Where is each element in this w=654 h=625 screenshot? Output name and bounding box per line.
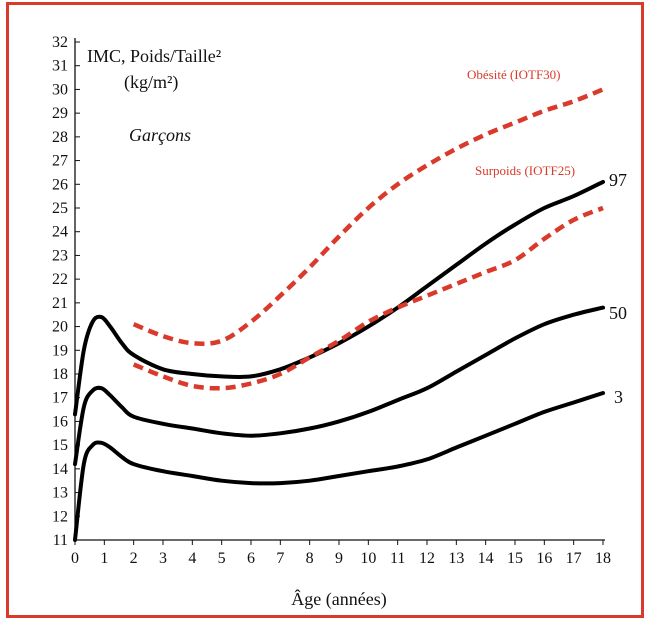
- series-line-97: [73, 179, 605, 417]
- axes: [74, 38, 605, 541]
- percentile-3-label: 3: [614, 387, 623, 407]
- y-tick-label: 27: [52, 153, 68, 170]
- y-tick-label: 31: [52, 58, 68, 75]
- x-tick-label: 5: [218, 550, 226, 567]
- chart-subtitle: Garçons: [129, 125, 191, 145]
- x-tick-label: 6: [247, 550, 255, 567]
- y-tick-label: 30: [52, 81, 68, 98]
- percentile-50-label: 50: [609, 303, 627, 323]
- x-tick-label: 9: [335, 550, 343, 567]
- x-tick-label: 12: [419, 550, 435, 567]
- surpoids-label: Surpoids (IOTF25): [475, 163, 575, 178]
- x-tick-label: 2: [130, 550, 138, 567]
- y-tick-label: 26: [52, 176, 68, 193]
- x-axis-title: Âge (années): [291, 588, 386, 610]
- y-tick-label: 17: [52, 390, 68, 407]
- x-tick-label: 11: [390, 550, 405, 567]
- y-tick-label: 13: [52, 485, 68, 502]
- series-line-3: [73, 391, 605, 542]
- y-tick-label: 15: [52, 437, 68, 454]
- curves: [73, 87, 605, 542]
- x-tick-label: 16: [536, 550, 552, 567]
- y-tick-label: 12: [52, 508, 68, 525]
- y-tick-label: 18: [52, 366, 68, 383]
- y-tick-label: 20: [52, 319, 68, 336]
- x-tick-label: 17: [566, 550, 582, 567]
- y-tick-label: 14: [52, 461, 68, 478]
- y-tick-label: 11: [53, 532, 68, 549]
- series-line-50: [73, 305, 605, 467]
- chart-frame: 11 12 13 14 15 16 17 18 19 20 21 22 23 24 25 26 27 28 29 30…: [6, 2, 644, 618]
- x-tick-label: 3: [159, 550, 167, 567]
- series-line-ob-sit-iotf30: [132, 87, 604, 346]
- x-tick-label: 4: [188, 550, 196, 567]
- y-tick-label: 32: [52, 34, 68, 51]
- chart-units: (kg/m²): [124, 72, 178, 93]
- x-tick-label: 14: [478, 550, 494, 567]
- y-tick-label: 28: [52, 129, 68, 146]
- bmi-growth-chart: 1112131415161718192021222324252627282930…: [52, 34, 627, 610]
- y-tick-label: 24: [52, 224, 68, 241]
- percentile-97-label: 97: [609, 170, 627, 190]
- y-tick-label: 22: [52, 271, 68, 288]
- x-tick-label: 1: [100, 550, 108, 567]
- x-tick-label: 0: [71, 550, 79, 567]
- x-tick-label: 13: [448, 550, 464, 567]
- y-tick-label: 19: [52, 342, 68, 359]
- x-tick-label: 10: [360, 550, 376, 567]
- x-tick-label: 15: [507, 550, 523, 567]
- ticks: 1112131415161718192021222324252627282930…: [52, 34, 611, 567]
- y-tick-label: 29: [52, 105, 68, 122]
- x-tick-label: 7: [276, 550, 284, 567]
- y-tick-label: 25: [52, 200, 68, 217]
- y-tick-label: 16: [52, 413, 68, 430]
- x-tick-label: 8: [306, 550, 314, 567]
- y-tick-label: 23: [52, 247, 68, 264]
- chart-title: IMC, Poids/Taille²: [87, 46, 221, 66]
- series-line-surpoids-iotf25: [132, 205, 604, 391]
- x-tick-label: 18: [595, 550, 611, 567]
- obesite-label: Obésité (IOTF30): [467, 67, 561, 82]
- y-tick-label: 21: [52, 295, 68, 312]
